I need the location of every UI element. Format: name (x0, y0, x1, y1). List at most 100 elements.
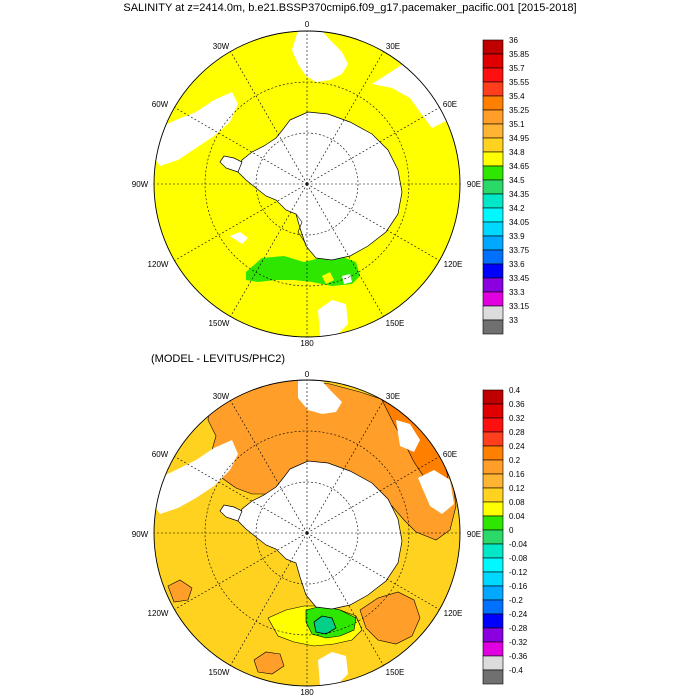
bottom-lon-label: 30W (213, 392, 230, 401)
top-colorbar-label: 36 (509, 36, 518, 45)
top-colorbar-box (482, 67, 504, 83)
bottom-lon-label: 120E (444, 609, 463, 618)
bottom-south-america-land (154, 440, 238, 514)
top-colorbar-label: 34.05 (509, 218, 530, 227)
top-ross-ice (295, 213, 307, 245)
top-colorbar-box (482, 137, 504, 153)
bottom-colorbar-label: 0.04 (509, 512, 525, 521)
bottom-colorbar-box (482, 529, 504, 545)
top-colorbar-box (482, 39, 504, 55)
bottom-colorbar-box (482, 557, 504, 573)
bottom-antarctica (237, 460, 403, 610)
bottom-colorbar-box (482, 627, 504, 643)
top-colorbar-box (482, 319, 504, 335)
bottom-colorbar-label: -0.04 (509, 540, 528, 549)
top-colorbar-label: 33.45 (509, 274, 530, 283)
top-lon-label: 60E (443, 100, 457, 109)
top-lon-label: 150E (386, 319, 405, 328)
bottom-lon-label: 60W (152, 450, 169, 459)
bottom-colorbar-label: -0.4 (509, 666, 523, 675)
bottom-colorbar-label: 0.32 (509, 414, 525, 423)
top-colorbar-label: 35.85 (509, 50, 530, 59)
top-colorbar-label: 35.55 (509, 78, 530, 87)
bottom-colorbar-box (482, 655, 504, 671)
bottom-orange-pacific-east (359, 591, 421, 645)
bottom-cyan-core (313, 615, 337, 635)
bottom-colorbar-box (482, 571, 504, 587)
bottom-polar-map: 0 30E 60E 90E 120E 150E 180 150W 120W 90… (132, 370, 481, 697)
bottom-lon-label: 0 (305, 370, 310, 379)
top-colorbar-box (482, 53, 504, 69)
top-colorbar-box (482, 249, 504, 265)
bottom-colorbar-label: 0.12 (509, 484, 525, 493)
top-colorbar-label: 34.65 (509, 162, 530, 171)
bottom-colorbar-label: 0.28 (509, 428, 525, 437)
top-colorbar-box (482, 109, 504, 125)
top-lon-label: 150W (209, 319, 230, 328)
top-colorbar-label: 33.75 (509, 246, 530, 255)
bottom-colorbar-box (482, 417, 504, 433)
bottom-colorbar-box (482, 641, 504, 657)
top-colorbar-label: 33.9 (509, 232, 525, 241)
top-lon-label: 90E (467, 180, 481, 189)
top-newzealand-land (318, 300, 348, 336)
top-colorbar-box (482, 291, 504, 307)
top-colorbar-label: 34.35 (509, 190, 530, 199)
top-lon-label: 120E (444, 260, 463, 269)
top-south-america-land (154, 92, 238, 166)
bottom-colorbar-box (482, 599, 504, 615)
bottom-colorbar-box (482, 487, 504, 503)
bottom-colorbar-label: -0.16 (509, 582, 528, 591)
plot-title: SALINITY at z=2414.0m, b.e21.BSSP370cmip… (123, 2, 577, 14)
top-colorbar-label: 33.15 (509, 302, 530, 311)
bottom-colorbar-box (482, 669, 504, 685)
bottom-colorbar-box (482, 403, 504, 419)
bottom-antarctic-peninsula (219, 504, 243, 522)
bottom-colorbar-box (482, 501, 504, 517)
top-africa-land (292, 31, 348, 82)
top-colorbar-label: 35.7 (509, 64, 525, 73)
top-colorbar-box (482, 151, 504, 167)
top-lon-label: 90W (132, 180, 149, 189)
top-colorbar-box (482, 207, 504, 223)
bottom-colorbar-box (482, 543, 504, 559)
top-colorbar-label: 33 (509, 316, 518, 325)
bottom-colorbar-label: -0.28 (509, 624, 528, 633)
bottom-lon-label: 150W (209, 668, 230, 677)
top-colorbar-label: 34.5 (509, 176, 525, 185)
top-colorbar-label: 35.25 (509, 106, 530, 115)
top-antarctic-peninsula (219, 155, 243, 173)
top-map-border (153, 30, 461, 338)
top-polar-map: 0 30E 60E 90E 120E 150E 180 150W 120W 90… (132, 20, 481, 348)
difference-subtitle: (MODEL - LEVITUS/PHC2) (151, 353, 286, 365)
bottom-colorbar-box (482, 585, 504, 601)
top-lon-label: 60W (152, 100, 169, 109)
top-colorbar-label: 35.4 (509, 92, 525, 101)
bottom-lon-label: 120W (148, 609, 169, 618)
top-colorbar-label: 33.3 (509, 288, 525, 297)
bottom-map-border (153, 379, 461, 687)
top-longitude-labels: 0 30E 60E 90E 120E 150E 180 150W 120W 90… (132, 20, 481, 348)
bottom-colorbar-label: 0.2 (509, 456, 521, 465)
top-lon-label: 30E (386, 42, 400, 51)
top-lon-label: 30W (213, 42, 230, 51)
bottom-orange-pacific-west (253, 651, 285, 675)
top-colorbar: 36 35.85 35.7 35.55 35.4 35.25 35.1 34.95 34.8 34… (482, 36, 530, 335)
bottom-australia-land (396, 420, 420, 452)
bottom-lon-label: 180 (300, 688, 314, 697)
top-colorbar-label: 33.6 (509, 260, 525, 269)
top-colorbar-label: 34.8 (509, 148, 525, 157)
bottom-colorbar: 0.4 0.36 0.32 0.28 0.24 0.2 0.16 0.12 0.08 0.04 0 -… (482, 386, 528, 685)
top-colorbar-box (482, 221, 504, 237)
bottom-colorbar-box (482, 445, 504, 461)
bottom-orange-sw (167, 579, 193, 603)
top-colorbar-box (482, 305, 504, 321)
bottom-longitude-labels: 0 30E 60E 90E 120E 150E 180 150W 120W 90… (132, 370, 481, 697)
bottom-graticule (154, 380, 460, 686)
bottom-colorbar-box (482, 613, 504, 629)
top-colorbar-label: 34.2 (509, 204, 525, 213)
bottom-colorbar-label: -0.12 (509, 568, 528, 577)
bottom-lon-label: 60E (443, 450, 457, 459)
top-colorbar-box (482, 165, 504, 181)
